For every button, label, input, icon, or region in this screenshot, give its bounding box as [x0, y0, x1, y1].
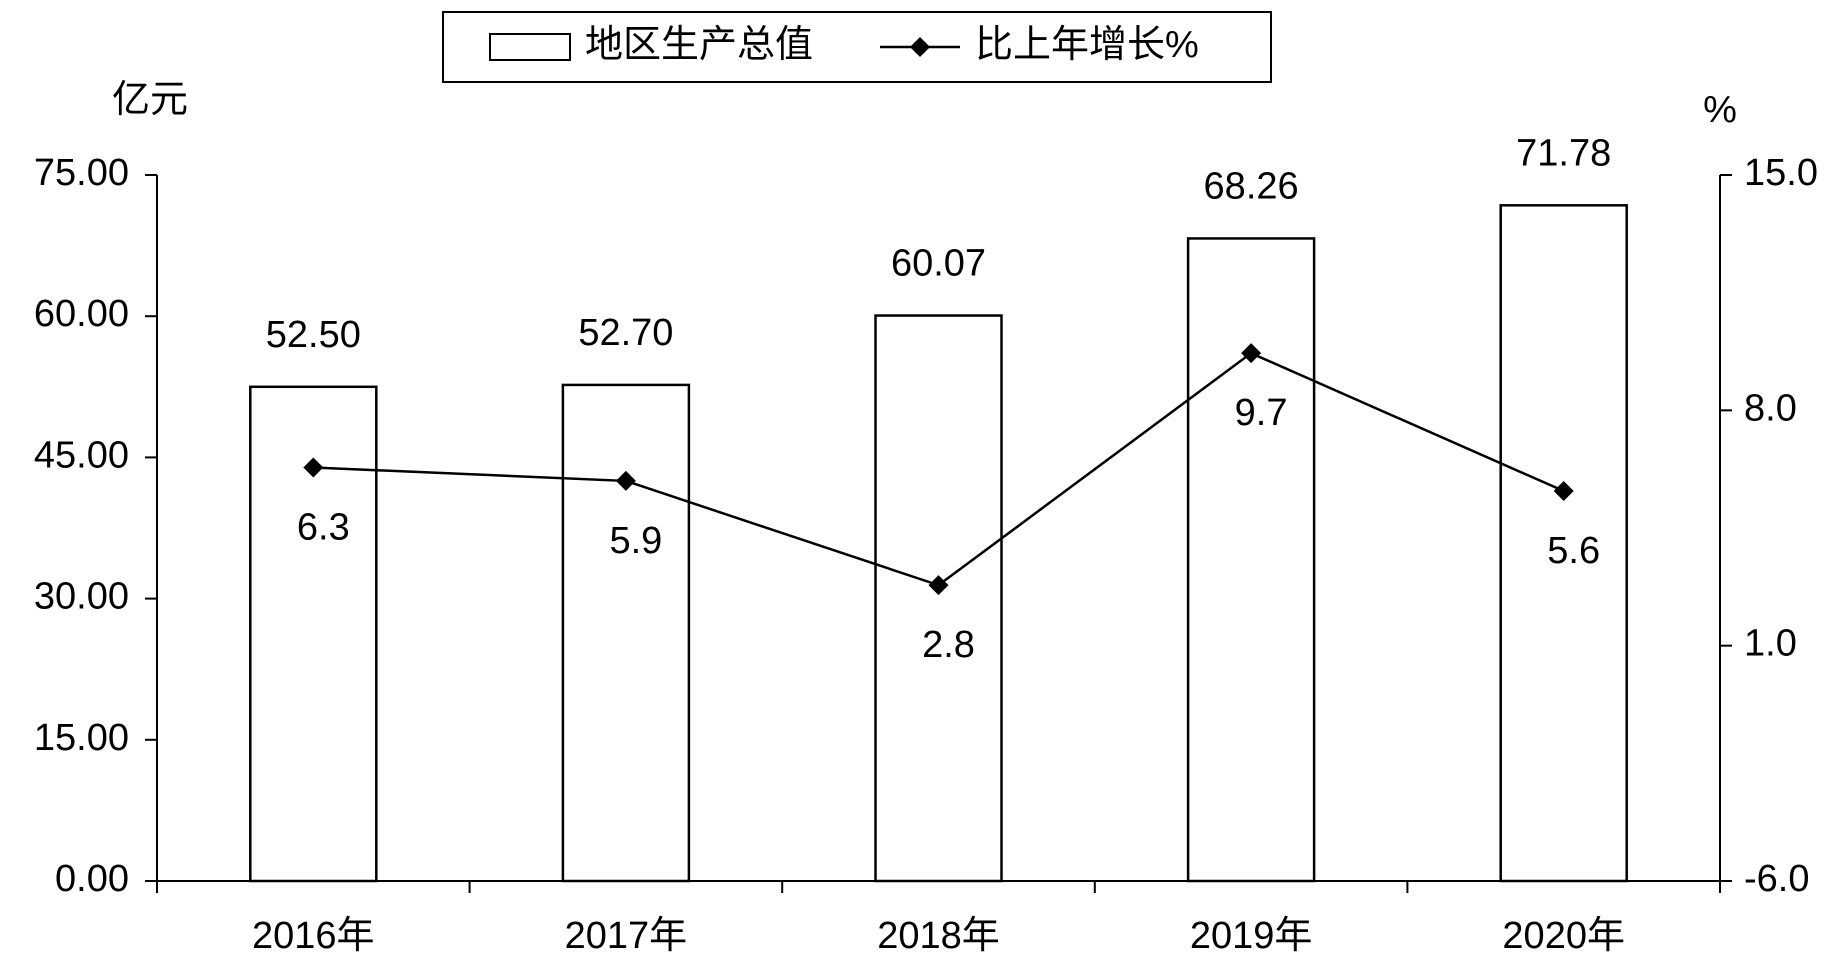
- bar-value-label: 68.26: [1204, 165, 1299, 207]
- legend-label: 地区生产总值: [585, 24, 813, 66]
- line-value-label: 5.6: [1547, 530, 1600, 572]
- x-tick-label: 2020年: [1502, 915, 1625, 957]
- x-tick-label: 2016年: [252, 915, 375, 957]
- line-marker: [1553, 481, 1574, 502]
- y2-tick-label: 8.0: [1744, 387, 1797, 429]
- bar-value-label: 60.07: [891, 243, 986, 285]
- bar-value-label: 52.70: [578, 312, 673, 354]
- y2-tick-label: 15.0: [1744, 152, 1818, 194]
- y2-tick-label: -6.0: [1744, 858, 1809, 900]
- legend-box: [442, 11, 1272, 83]
- bar: [1499, 204, 1628, 883]
- line-value-label: 9.7: [1235, 392, 1288, 434]
- line-marker: [615, 470, 636, 491]
- y-axis-label: 亿元: [112, 79, 188, 121]
- legend-label: 比上年增长%: [975, 24, 1199, 66]
- y-tick-label: 0.00: [55, 858, 129, 900]
- bar: [561, 383, 691, 883]
- bar-value-label: 71.78: [1516, 132, 1611, 174]
- legend-swatch: [489, 33, 571, 61]
- line-marker: [928, 575, 949, 596]
- bar-value-label: 52.50: [266, 314, 361, 356]
- line-value-label: 6.3: [297, 507, 350, 549]
- y2-axis-label: %: [1703, 89, 1737, 131]
- x-tick-label: 2019年: [1190, 915, 1313, 957]
- line-marker: [303, 457, 324, 478]
- bar: [874, 314, 1003, 883]
- line-value-label: 2.8: [922, 624, 975, 666]
- y-tick-label: 60.00: [34, 293, 129, 335]
- line-marker: [1241, 343, 1262, 364]
- x-tick-label: 2017年: [565, 915, 688, 957]
- line-value-label: 5.9: [609, 520, 662, 562]
- legend-marker: [910, 37, 930, 57]
- x-tick-label: 2018年: [877, 915, 1000, 957]
- y-tick-label: 15.00: [34, 717, 129, 759]
- y2-tick-label: 1.0: [1744, 623, 1797, 665]
- y-tick-label: 75.00: [34, 152, 129, 194]
- y-tick-label: 30.00: [34, 576, 129, 618]
- y-tick-label: 45.00: [34, 434, 129, 476]
- bar: [1186, 237, 1316, 883]
